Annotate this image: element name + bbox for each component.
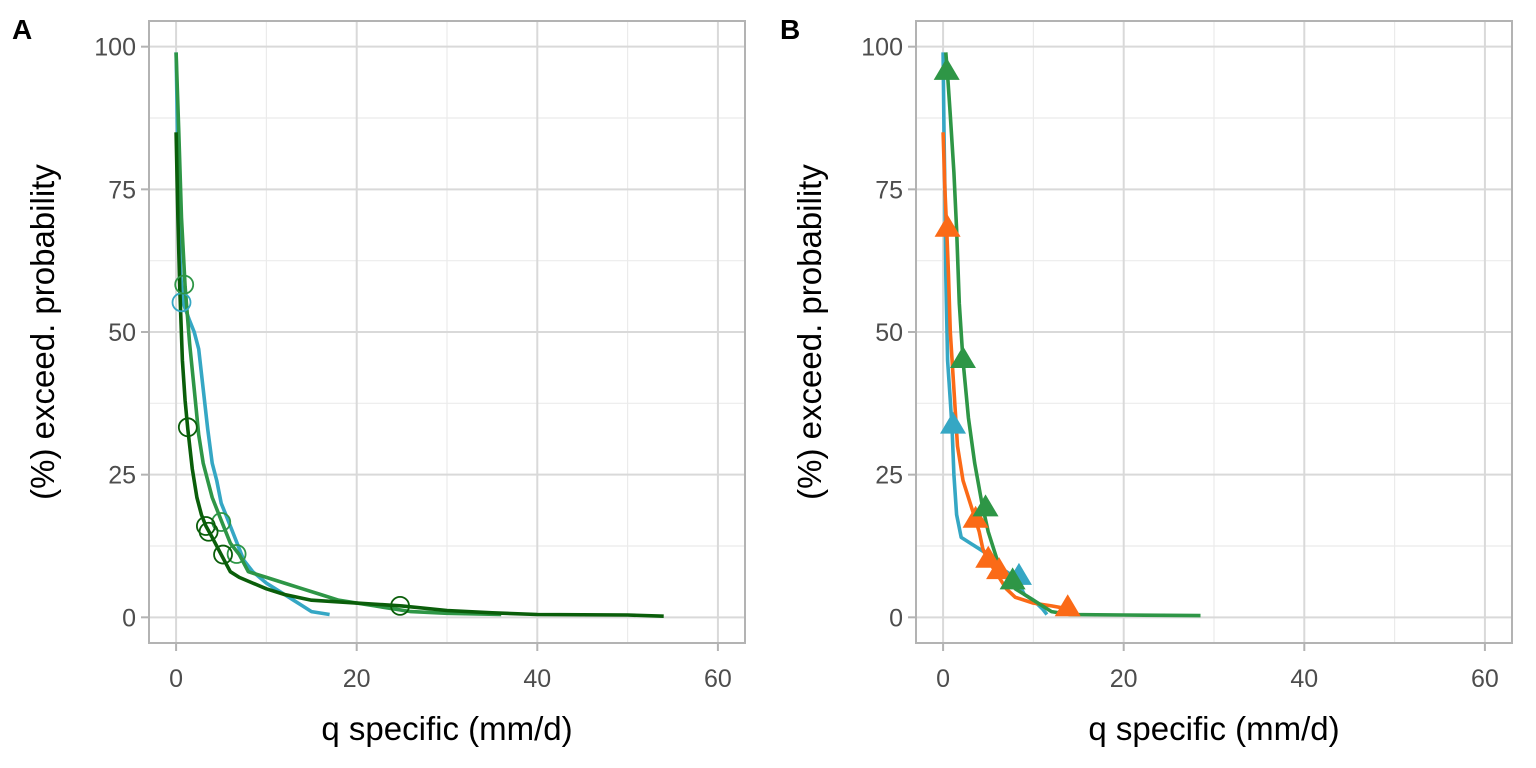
x-tick-label: 60 — [704, 665, 732, 693]
x-tick-label: 20 — [1110, 665, 1138, 693]
marker-triangle-teal — [940, 411, 967, 434]
x-tick-label: 0 — [936, 665, 950, 693]
marker-triangle-green — [999, 567, 1026, 590]
series-line-teal — [941, 52, 1049, 616]
series-line-dark-green — [174, 132, 664, 618]
marker-triangle-green — [972, 494, 999, 517]
gridlines — [916, 21, 1512, 643]
y-tick-label: 100 — [94, 34, 136, 62]
y-axis-label: (%) exceed. probability — [791, 164, 828, 500]
y-tick-label: 50 — [875, 319, 903, 347]
series-line-green — [944, 52, 1201, 618]
y-tick-label: 0 — [889, 604, 903, 632]
marker-circle-dark-green — [177, 417, 198, 438]
marker-circle-green — [211, 512, 232, 532]
y-tick-label: 25 — [108, 462, 136, 490]
gridlines — [149, 21, 745, 643]
x-tick-label: 40 — [1290, 665, 1318, 693]
marker-triangle-green — [933, 57, 960, 80]
y-tick-label: 50 — [108, 319, 136, 347]
panel-a: 0 20 40 60 0 25 50 75 100 q specific (mm/d) (%) ex… — [12, 14, 746, 747]
y-tick-label: 75 — [875, 176, 903, 204]
marker-triangle-orange — [962, 505, 989, 528]
marker-circle-green — [174, 274, 195, 295]
x-tick-label: 0 — [169, 665, 183, 693]
marker-triangle-green — [949, 346, 976, 369]
panel-label-b: B — [780, 14, 800, 45]
marker-triangle-orange — [986, 557, 1013, 580]
x-axis-label: q specific (mm/d) — [321, 710, 572, 747]
x-tick-label: 40 — [523, 665, 551, 693]
marker-circle-dark-green — [198, 521, 219, 542]
y-axis-label: (%) exceed. probability — [24, 164, 61, 500]
x-tick-label: 20 — [343, 665, 371, 693]
marker-circle-dark-green — [390, 596, 410, 616]
marker-triangle-orange — [975, 545, 1002, 568]
y-tick-label: 100 — [861, 34, 903, 62]
y-tick-label: 75 — [108, 176, 136, 204]
y-tick-label: 0 — [122, 604, 136, 632]
x-tick-label: 60 — [1471, 665, 1499, 693]
marker-triangle-orange — [1054, 594, 1081, 617]
panel-b: 0 20 40 60 0 25 50 75 100 q specific (mm/d) (%) ex… — [780, 14, 1513, 747]
marker-triangle-orange — [934, 214, 961, 237]
y-tick-label: 25 — [875, 462, 903, 490]
marker-circle-green — [226, 544, 247, 564]
panel-label-a: A — [12, 14, 32, 45]
marker-circle-dark-green — [213, 544, 233, 565]
x-axis-label: q specific (mm/d) — [1088, 710, 1339, 747]
